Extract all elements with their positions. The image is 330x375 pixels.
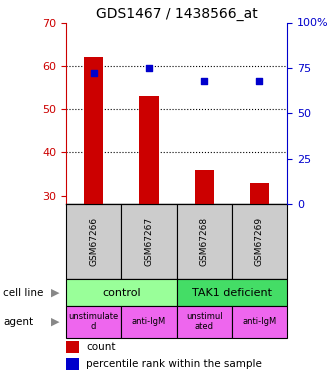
Text: GSM67267: GSM67267 (145, 217, 153, 266)
Text: anti-IgM: anti-IgM (242, 317, 277, 326)
Text: control: control (102, 288, 141, 297)
Bar (232, 306, 287, 338)
Bar (121, 204, 177, 279)
Text: cell line: cell line (3, 288, 44, 297)
Title: GDS1467 / 1438566_at: GDS1467 / 1438566_at (96, 8, 257, 21)
Bar (232, 204, 287, 279)
Text: GSM67268: GSM67268 (200, 217, 209, 266)
Bar (66, 204, 121, 279)
Bar (177, 279, 287, 306)
Text: GSM67269: GSM67269 (255, 217, 264, 266)
Text: ▶: ▶ (51, 316, 60, 327)
Text: count: count (86, 342, 115, 352)
Bar (66, 358, 79, 370)
Bar (66, 306, 121, 338)
Text: anti-IgM: anti-IgM (132, 317, 166, 326)
Point (257, 78, 262, 84)
Text: unstimulate
d: unstimulate d (69, 312, 119, 331)
Bar (66, 341, 79, 352)
Bar (66, 279, 177, 306)
Text: unstimul
ated: unstimul ated (186, 312, 222, 331)
Text: ▶: ▶ (51, 288, 60, 297)
Text: GSM67266: GSM67266 (89, 217, 98, 266)
Text: percentile rank within the sample: percentile rank within the sample (86, 359, 262, 369)
Bar (84, 57, 103, 204)
Bar (250, 183, 269, 204)
Bar (139, 96, 159, 204)
Bar (177, 204, 232, 279)
Point (202, 78, 207, 84)
Bar (194, 170, 214, 204)
Text: TAK1 deficient: TAK1 deficient (192, 288, 272, 297)
Bar (121, 306, 177, 338)
Point (91, 70, 96, 76)
Text: agent: agent (3, 316, 33, 327)
Point (146, 65, 151, 71)
Bar (177, 306, 232, 338)
